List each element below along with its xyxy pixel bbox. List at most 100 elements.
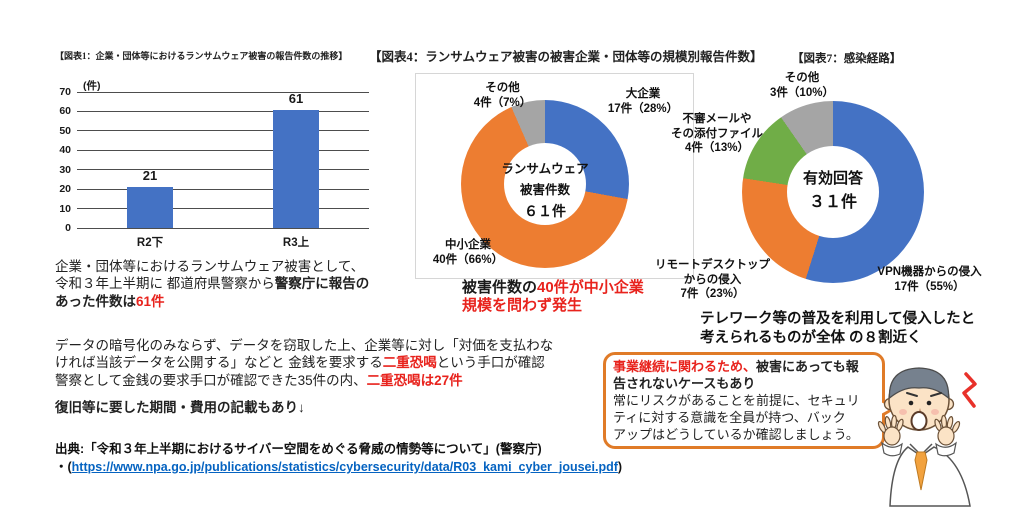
fig4-center-label: ランサムウェア 被害件数 ６１件 [485, 159, 605, 222]
text-run: 二重恐喝は27件 [366, 372, 463, 388]
fig4-title: 【図表4：ランサムウェア被害の被害企業・団体等の規模別報告件数】 [369, 50, 763, 64]
bar-chart-fig1: (件) 0 10 20 30 40 50 60 70 21 R2下 61 R3上 [55, 78, 385, 258]
gridline [77, 110, 369, 112]
text-run: 令和３年上半期に 都道府県警察から [55, 276, 275, 292]
center-line: ３１件 [808, 194, 857, 211]
bar-R2下 [127, 187, 173, 228]
fig4-note-black: 被害件数の [462, 279, 538, 296]
label-line: その他 [485, 82, 520, 94]
fig1-plot: 0 10 20 30 40 50 60 70 21 R2下 61 R3上 [59, 86, 369, 249]
para1-line2: 令和３年上半期に 都道府県警察から警察庁に報告の [55, 275, 369, 292]
text-run: という手口が確認 [436, 355, 545, 371]
mascot-hands [877, 414, 961, 446]
mascot-mouth [910, 411, 928, 431]
fig4-label-large-company: 大企業 17件（28%） [578, 87, 708, 116]
label-line: その添付ファイル [671, 127, 763, 140]
recovery-note: 復旧等に要した期間・費用の記載もあり↓ [55, 400, 305, 415]
mascot-tie [914, 451, 928, 491]
bar-value-label: 61 [288, 90, 304, 106]
para2-line1: データの暗号化のみならず、データを窃取した上、企業等に対し「対価を支払わな [55, 338, 554, 353]
bar-R3上 [273, 109, 319, 228]
mascot-body [889, 443, 971, 507]
gridline [77, 208, 369, 210]
text-run: ければ当該データを公開する」などと 金銭を要求する [55, 355, 383, 371]
fig4-label-sme: 中小企業 40件（66%） [403, 238, 533, 267]
y-axis-tick: 50 [59, 124, 71, 137]
x-axis-label: R2下 [136, 237, 164, 249]
y-axis-tick: 10 [59, 202, 71, 215]
mascot-character [877, 367, 977, 507]
source-link-line: ・(https://www.npa.go.jp/publications/sta… [55, 456, 622, 475]
label-line: 17件（55%） [894, 280, 965, 293]
summary-paragraph: 企業・団体等におけるランサムウェア被害として、 令和３年上半期に 都道府県警察か… [55, 258, 369, 310]
fig7-note: テレワーク等の普及を利用して侵入したと 考えられるものが全体 の８割近く [700, 310, 975, 348]
gridline [77, 169, 369, 171]
para2-line2: ければ当該データを公開する」などと 金銭を要求する二重恐喝という手口が確認 [55, 354, 553, 371]
label-line: 3件（10%） [770, 86, 834, 99]
gridline [77, 188, 369, 190]
fig7-center-label: 有効回答 ３１件 [783, 167, 883, 215]
text-run: 警察庁に報告の [274, 276, 370, 292]
fig7-note-line2: 考えられるものが全体 の８割近く [700, 330, 922, 346]
fig7-note-line1: テレワーク等の普及を利用して侵入したと [700, 311, 976, 327]
fig7-label-vpn: VPN機器からの侵入 17件（55%） [852, 265, 1007, 294]
text-run: 61件 [136, 293, 165, 309]
advice-speech-bubble: 事業継続に関わるため、被害にあっても報 告されないケースもあり 常にリスクがある… [603, 352, 897, 449]
fig7-label-remote-desktop: リモートデスクトップ からの侵入 7件（23%） [650, 258, 775, 302]
label-line: からの侵入 [683, 273, 742, 286]
y-axis-tick: 40 [59, 144, 71, 157]
fig7-donut-hole [787, 146, 879, 238]
x-axis-label: R3上 [282, 237, 310, 249]
center-line: 被害件数 [519, 183, 570, 197]
label-line: 17件（28%） [607, 102, 679, 115]
text-run: 警察として金銭の要求手口が確認できた35件の内、 [55, 372, 367, 388]
bubble-line4: ティに対する意識を全員が持つ、バック [613, 410, 846, 425]
label-line: 大企業 [625, 88, 661, 100]
mascot-head [883, 367, 955, 431]
y-axis-tick: 60 [59, 105, 71, 118]
fig7-label-other: その他 3件（10%） [752, 71, 852, 100]
label-line: 中小企業 [445, 239, 491, 251]
para1-line3: あった件数は61件 [55, 293, 369, 310]
gridline [77, 91, 369, 93]
y-axis-tick: 30 [59, 163, 71, 176]
label-line: 不審メールや [682, 113, 752, 125]
link-prefix: ・( [55, 460, 72, 474]
fig7-label-suspicious-mail: 不審メールや その添付ファイル 4件（13%） [658, 112, 776, 156]
source-citation: 出典:「令和３年上半期におけるサイバー空間をめぐる脅威の情勢等について」(警察庁… [55, 442, 542, 456]
label-line: リモートデスクトップ [655, 259, 770, 271]
fig7-donut [742, 101, 924, 283]
mascot-hair [888, 367, 950, 400]
fig1-title: 【図表1：企業・団体等におけるランサムウェア被害の報告件数の推移】 [55, 51, 348, 61]
text-run: 二重恐喝 [382, 355, 437, 371]
label-line: 40件（66%） [432, 253, 504, 266]
label-line: 4件（7%） [473, 96, 532, 109]
bubble-line5: アップはどうしているか確認しましょう。 [613, 427, 859, 442]
text-run: 事業継続に関わるため、 [613, 359, 757, 374]
bar-value-label: 21 [142, 168, 158, 184]
fig4-border-box [415, 73, 694, 279]
label-line: VPN機器からの侵入 [877, 266, 982, 278]
fig4-note-line1: 被害件数の40件が中小企業 [462, 279, 644, 297]
gridline [77, 227, 369, 229]
gridline [77, 130, 369, 132]
para1-line1: 企業・団体等におけるランサムウェア被害として、 [55, 259, 365, 274]
bubble-line1: 事業継続に関わるため、被害にあっても報 [613, 358, 875, 375]
fig4-label-other: その他 4件（7%） [450, 81, 555, 110]
bubble-line3: 常にリスクがあることを前提に、セキュリ [613, 393, 860, 408]
text-run: 被害にあっても報 [756, 359, 859, 374]
bar-chart-unit-label: (件) [83, 80, 101, 92]
fig4-note-red: 40件が中小企業 [537, 279, 644, 296]
label-line: 4件（13%） [685, 142, 749, 154]
double-extortion-paragraph: データの暗号化のみならず、データを窃取した上、企業等に対し「対価を支払わな けれ… [55, 337, 553, 389]
center-line: 有効回答 [802, 170, 863, 187]
label-line: 7件（23%） [680, 288, 745, 300]
bubble-line2: 告されないケースもあり [613, 376, 756, 391]
y-axis-tick: 0 [65, 222, 71, 234]
center-line: ６１件 [524, 203, 566, 219]
label-line: その他 [784, 72, 820, 84]
source-link[interactable]: https://www.npa.go.jp/publications/stati… [71, 460, 618, 474]
shock-icon [962, 372, 977, 408]
center-line: ランサムウェア [501, 162, 589, 176]
